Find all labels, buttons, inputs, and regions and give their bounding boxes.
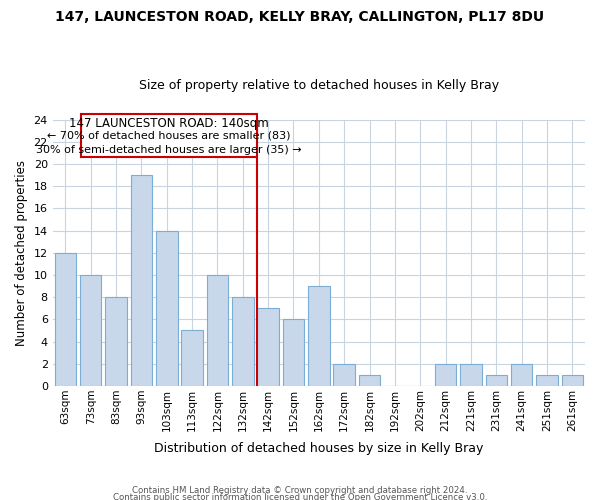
Y-axis label: Number of detached properties: Number of detached properties: [15, 160, 28, 346]
Bar: [460, 364, 482, 386]
Bar: [536, 375, 558, 386]
Title: Size of property relative to detached houses in Kelly Bray: Size of property relative to detached ho…: [139, 79, 499, 92]
Text: 147 LAUNCESTON ROAD: 140sqm: 147 LAUNCESTON ROAD: 140sqm: [69, 117, 269, 130]
Bar: [232, 297, 254, 386]
Bar: [156, 230, 178, 386]
Text: ← 70% of detached houses are smaller (83): ← 70% of detached houses are smaller (83…: [47, 130, 290, 140]
Bar: [131, 175, 152, 386]
FancyBboxPatch shape: [80, 114, 257, 158]
Bar: [562, 375, 583, 386]
Bar: [485, 375, 507, 386]
Bar: [80, 275, 101, 386]
Text: Contains public sector information licensed under the Open Government Licence v3: Contains public sector information licen…: [113, 494, 487, 500]
Bar: [334, 364, 355, 386]
Bar: [257, 308, 279, 386]
X-axis label: Distribution of detached houses by size in Kelly Bray: Distribution of detached houses by size …: [154, 442, 484, 455]
Bar: [435, 364, 457, 386]
Bar: [511, 364, 532, 386]
Text: 147, LAUNCESTON ROAD, KELLY BRAY, CALLINGTON, PL17 8DU: 147, LAUNCESTON ROAD, KELLY BRAY, CALLIN…: [55, 10, 545, 24]
Bar: [308, 286, 329, 386]
Bar: [206, 275, 228, 386]
Bar: [105, 297, 127, 386]
Bar: [283, 320, 304, 386]
Text: 30% of semi-detached houses are larger (35) →: 30% of semi-detached houses are larger (…: [36, 145, 301, 155]
Bar: [359, 375, 380, 386]
Bar: [181, 330, 203, 386]
Text: Contains HM Land Registry data © Crown copyright and database right 2024.: Contains HM Land Registry data © Crown c…: [132, 486, 468, 495]
Bar: [55, 253, 76, 386]
